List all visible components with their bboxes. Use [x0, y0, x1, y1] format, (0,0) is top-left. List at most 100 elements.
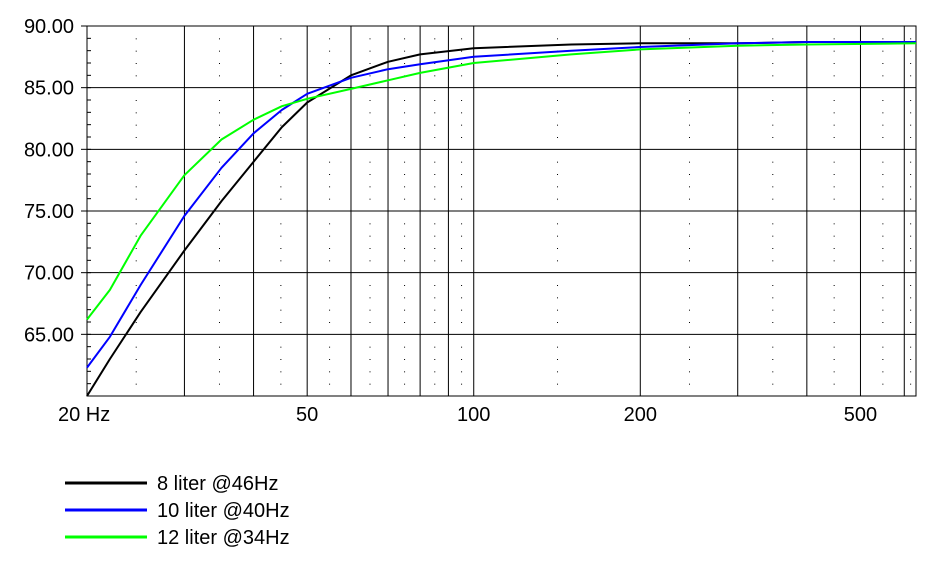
grid-dot — [434, 174, 436, 175]
grid-dot — [329, 235, 331, 237]
grid-dot — [461, 100, 463, 101]
grid-dot — [689, 383, 691, 385]
grid-dot — [280, 248, 282, 249]
grid-dot — [910, 198, 912, 200]
grid-dot — [689, 198, 691, 200]
grid-dot — [833, 383, 835, 385]
grid-dot — [404, 174, 406, 175]
grid-dot — [329, 174, 331, 175]
series-line — [86, 41, 916, 369]
grid-dot — [689, 359, 691, 360]
grid-dot — [434, 223, 436, 225]
grid-dot — [369, 309, 371, 311]
grid-dot — [461, 223, 463, 225]
grid-dot — [218, 346, 220, 348]
grid-dot — [461, 285, 463, 286]
grid-dot — [434, 359, 436, 360]
grid-dot — [461, 346, 463, 348]
grid-dot — [369, 198, 371, 200]
grid-dot — [404, 383, 406, 385]
y-tick-label: 90.00 — [24, 16, 74, 38]
grid-dot — [369, 322, 371, 323]
y-tick-label: 85.00 — [24, 78, 74, 100]
grid-dot — [218, 198, 220, 200]
grid-dot — [404, 248, 406, 249]
grid-dot — [329, 309, 331, 311]
grid-dot — [557, 198, 559, 200]
grid-dot — [280, 38, 282, 40]
grid-dot — [404, 112, 406, 114]
grid-dot — [557, 346, 559, 348]
grid-dot — [218, 161, 220, 163]
grid-dot — [135, 359, 137, 360]
grid-dot — [404, 198, 406, 200]
series-line — [86, 42, 917, 321]
grid-dot — [135, 38, 137, 40]
grid-dot — [689, 137, 691, 138]
grid-dot — [404, 124, 406, 126]
grid-dot — [882, 174, 884, 175]
grid-dot — [434, 198, 436, 200]
grid-dot — [329, 359, 331, 360]
grid-dot — [135, 100, 137, 101]
grid-dot — [218, 186, 220, 188]
grid-dot — [689, 223, 691, 225]
grid-dot — [135, 297, 137, 299]
grid-dot — [910, 297, 912, 299]
grid-dot — [910, 235, 912, 237]
grid-dot — [329, 137, 331, 138]
grid-dot — [557, 174, 559, 175]
grid-dot — [218, 383, 220, 385]
grid-dot — [557, 383, 559, 385]
grid-dot — [689, 50, 691, 52]
grid-dot — [404, 309, 406, 311]
grid-dot — [689, 174, 691, 175]
grid-dot — [329, 383, 331, 385]
grid-dot — [557, 235, 559, 237]
grid-dot — [218, 371, 220, 373]
grid-dot — [882, 260, 884, 262]
grid-dot — [689, 124, 691, 126]
grid-dot — [280, 235, 282, 237]
grid-dot — [689, 346, 691, 348]
grid-dot — [910, 100, 912, 101]
grid-dot — [218, 174, 220, 175]
grid-dot — [557, 137, 559, 138]
grid-dot — [461, 75, 463, 77]
grid-dot — [369, 63, 371, 64]
grid-dot — [882, 124, 884, 126]
grid-dot — [557, 38, 559, 40]
grid-dot — [218, 137, 220, 138]
grid-dot — [882, 137, 884, 138]
grid-dot — [833, 309, 835, 311]
legend-label: 10 liter @40Hz — [157, 500, 290, 522]
grid-dot — [689, 75, 691, 77]
grid-dot — [833, 359, 835, 360]
grid-dot — [461, 112, 463, 114]
grid-dot — [910, 359, 912, 360]
grid-dot — [135, 223, 137, 225]
grid-dot — [772, 124, 774, 126]
grid-dot — [369, 235, 371, 237]
grid-dot — [461, 186, 463, 188]
grid-dot — [772, 359, 774, 360]
grid-dot — [689, 112, 691, 114]
grid-dot — [369, 161, 371, 163]
grid-dot — [329, 248, 331, 249]
grid-dot — [557, 248, 559, 249]
grid-dot — [280, 359, 282, 360]
grid-dot — [404, 297, 406, 299]
grid-dot — [218, 100, 220, 101]
grid-dot — [833, 174, 835, 175]
grid-dot — [910, 63, 912, 64]
grid-dot — [882, 186, 884, 188]
grid-dot — [557, 260, 559, 262]
grid-dot — [135, 50, 137, 52]
grid-dot — [434, 285, 436, 286]
grid-dot — [461, 235, 463, 237]
grid-dot — [369, 285, 371, 286]
grid-dot — [434, 297, 436, 299]
grid-dot — [910, 371, 912, 373]
grid-dot — [833, 297, 835, 299]
grid-dot — [434, 322, 436, 323]
